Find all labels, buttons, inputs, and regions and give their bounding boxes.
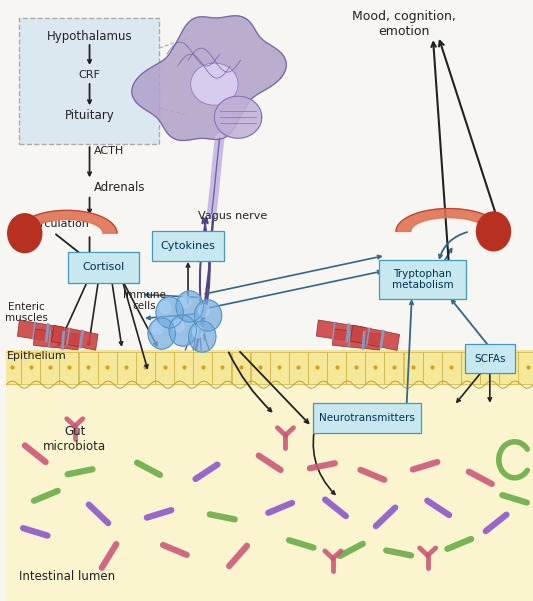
FancyBboxPatch shape: [313, 403, 421, 433]
Polygon shape: [52, 325, 98, 350]
Circle shape: [156, 297, 183, 328]
FancyBboxPatch shape: [442, 352, 461, 384]
FancyBboxPatch shape: [346, 352, 365, 384]
FancyBboxPatch shape: [152, 231, 223, 261]
FancyBboxPatch shape: [41, 352, 59, 384]
Text: Mood, cognition,
emotion: Mood, cognition, emotion: [352, 10, 456, 38]
Ellipse shape: [191, 63, 238, 105]
Polygon shape: [18, 320, 64, 343]
FancyBboxPatch shape: [20, 18, 159, 144]
Circle shape: [173, 320, 184, 332]
FancyBboxPatch shape: [518, 352, 533, 384]
Text: Immune
cells: Immune cells: [123, 290, 166, 311]
FancyBboxPatch shape: [499, 352, 518, 384]
Text: Enteric
muscles: Enteric muscles: [5, 302, 48, 323]
FancyBboxPatch shape: [365, 352, 384, 384]
FancyBboxPatch shape: [174, 352, 193, 384]
Bar: [6, 350, 533, 385]
Circle shape: [169, 315, 197, 346]
Polygon shape: [17, 210, 117, 233]
Polygon shape: [333, 329, 381, 350]
FancyBboxPatch shape: [384, 352, 403, 384]
Polygon shape: [396, 209, 502, 231]
FancyBboxPatch shape: [231, 352, 251, 384]
Text: Circulation: Circulation: [29, 219, 89, 229]
Circle shape: [195, 300, 222, 331]
Text: ACTH: ACTH: [94, 147, 124, 156]
Circle shape: [160, 302, 171, 314]
Polygon shape: [214, 96, 262, 138]
FancyBboxPatch shape: [270, 352, 289, 384]
FancyBboxPatch shape: [423, 352, 442, 384]
Polygon shape: [34, 329, 79, 350]
FancyBboxPatch shape: [136, 352, 155, 384]
Text: Gut
microbiota: Gut microbiota: [43, 425, 107, 453]
FancyBboxPatch shape: [78, 352, 98, 384]
Circle shape: [152, 323, 163, 335]
Bar: [6, 0, 533, 352]
FancyBboxPatch shape: [251, 352, 270, 384]
Polygon shape: [350, 325, 400, 350]
FancyBboxPatch shape: [465, 344, 515, 373]
Text: CRF: CRF: [78, 70, 101, 80]
Circle shape: [189, 321, 216, 352]
FancyBboxPatch shape: [289, 352, 308, 384]
FancyBboxPatch shape: [480, 352, 499, 384]
FancyBboxPatch shape: [327, 352, 346, 384]
Circle shape: [477, 212, 511, 251]
Circle shape: [8, 214, 42, 252]
Circle shape: [180, 296, 191, 308]
FancyBboxPatch shape: [403, 352, 423, 384]
FancyBboxPatch shape: [212, 352, 231, 384]
Text: Neurotransmitters: Neurotransmitters: [319, 413, 415, 423]
Polygon shape: [316, 320, 365, 344]
FancyBboxPatch shape: [193, 352, 212, 384]
Text: Cortisol: Cortisol: [83, 263, 125, 272]
FancyBboxPatch shape: [68, 252, 139, 283]
FancyBboxPatch shape: [2, 352, 21, 384]
Polygon shape: [132, 16, 286, 141]
Text: Adrenals: Adrenals: [94, 181, 146, 194]
FancyBboxPatch shape: [60, 352, 78, 384]
Text: Pituitary: Pituitary: [64, 109, 115, 123]
FancyBboxPatch shape: [461, 352, 480, 384]
Text: Cytokines: Cytokines: [160, 242, 215, 251]
Bar: [6, 385, 533, 601]
Text: SCFAs: SCFAs: [474, 354, 506, 364]
Circle shape: [148, 318, 175, 349]
FancyBboxPatch shape: [98, 352, 117, 384]
Text: Vagus nerve: Vagus nerve: [198, 212, 268, 221]
Text: Epithelium: Epithelium: [6, 352, 66, 361]
FancyBboxPatch shape: [21, 352, 40, 384]
Text: Hypothalamus: Hypothalamus: [47, 29, 132, 43]
FancyBboxPatch shape: [117, 352, 136, 384]
FancyBboxPatch shape: [308, 352, 327, 384]
Text: Tryptophan
metabolism: Tryptophan metabolism: [392, 269, 453, 290]
Circle shape: [176, 291, 203, 322]
Circle shape: [193, 326, 203, 338]
Text: Intestinal lumen: Intestinal lumen: [20, 570, 116, 584]
FancyBboxPatch shape: [379, 260, 466, 299]
FancyBboxPatch shape: [155, 352, 174, 384]
Circle shape: [199, 305, 209, 317]
